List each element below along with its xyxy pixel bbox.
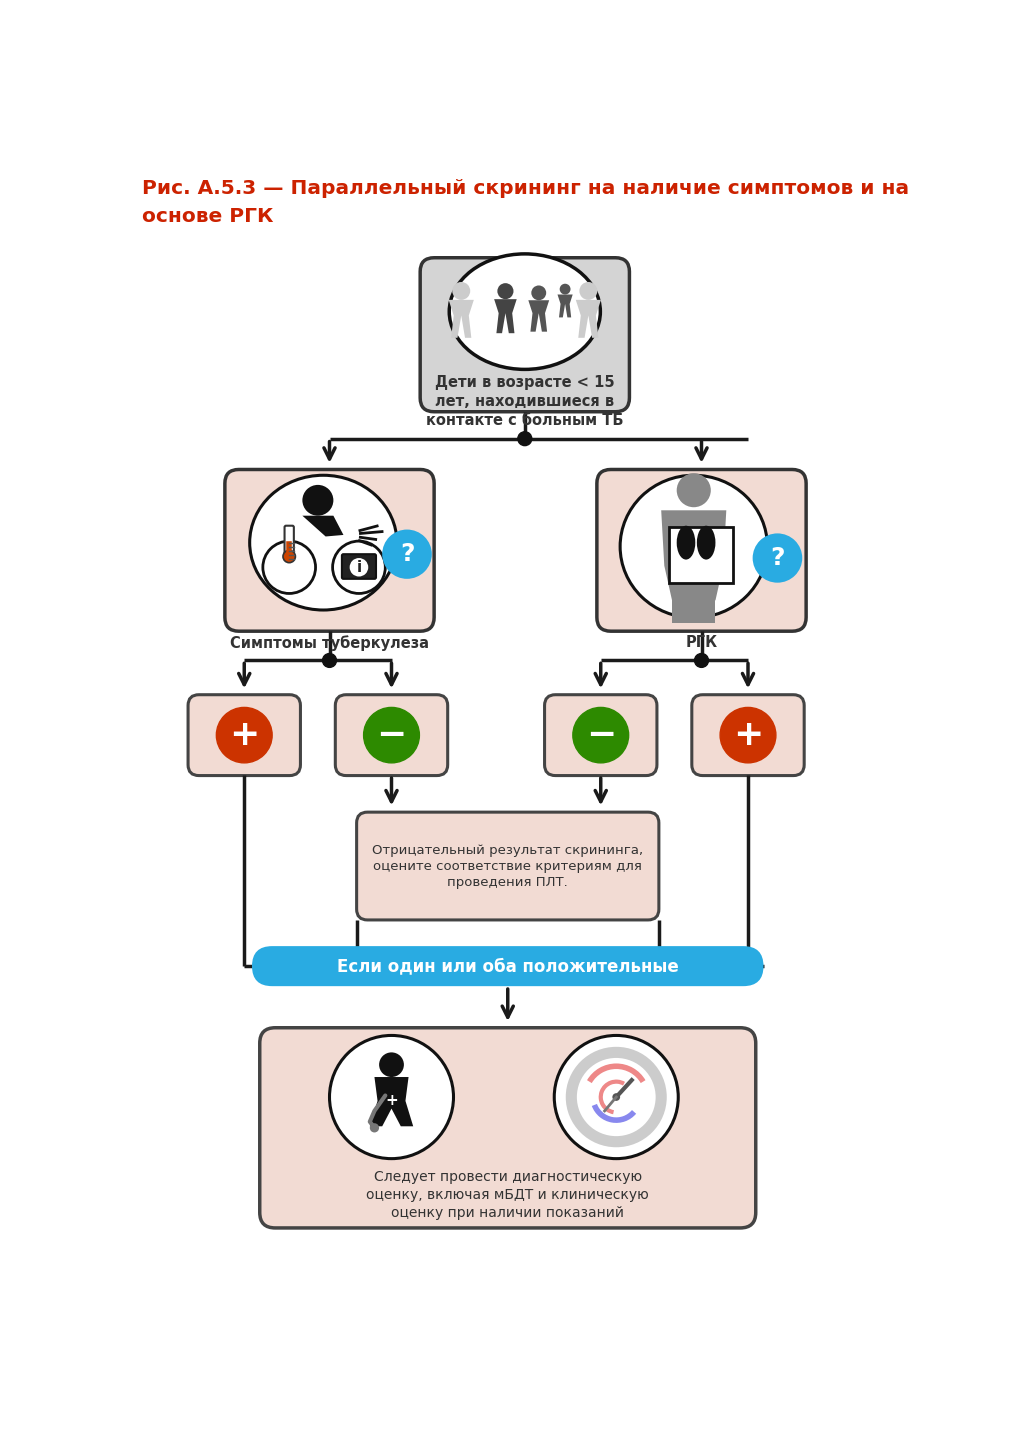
Ellipse shape — [263, 541, 315, 594]
Circle shape — [382, 529, 432, 578]
Ellipse shape — [720, 708, 776, 763]
Polygon shape — [528, 300, 549, 332]
Text: Дети в возрасте < 15
лет, находившиеся в
контакте с больным ТБ: Дети в возрасте < 15 лет, находившиеся в… — [426, 375, 624, 428]
Ellipse shape — [450, 254, 600, 369]
Circle shape — [283, 551, 295, 562]
Text: ?: ? — [399, 542, 415, 567]
Polygon shape — [370, 1077, 414, 1126]
FancyBboxPatch shape — [335, 695, 447, 776]
Circle shape — [330, 1035, 454, 1158]
Circle shape — [753, 534, 802, 583]
Circle shape — [498, 283, 513, 298]
Text: Рис. А.5.3 — Параллельный скрининг на наличие симптомов и на: Рис. А.5.3 — Параллельный скрининг на на… — [142, 179, 909, 198]
Ellipse shape — [250, 476, 397, 610]
Polygon shape — [693, 600, 716, 623]
FancyBboxPatch shape — [597, 470, 806, 632]
Ellipse shape — [333, 541, 385, 594]
Circle shape — [379, 1053, 403, 1077]
Circle shape — [612, 1093, 621, 1100]
FancyBboxPatch shape — [225, 470, 434, 632]
Ellipse shape — [697, 526, 716, 559]
Circle shape — [677, 473, 711, 508]
Text: +: + — [385, 1093, 398, 1109]
FancyBboxPatch shape — [669, 528, 732, 583]
Polygon shape — [302, 516, 343, 536]
Circle shape — [370, 1123, 379, 1132]
Text: +: + — [733, 718, 763, 753]
Text: РГК: РГК — [685, 634, 718, 650]
FancyBboxPatch shape — [545, 695, 657, 776]
Circle shape — [518, 431, 531, 446]
FancyBboxPatch shape — [420, 258, 630, 412]
Ellipse shape — [364, 708, 420, 763]
FancyBboxPatch shape — [356, 812, 658, 920]
Text: −: − — [586, 718, 615, 753]
Text: основе РГК: основе РГК — [142, 206, 273, 226]
Text: −: − — [377, 718, 407, 753]
Circle shape — [323, 653, 337, 668]
Polygon shape — [495, 298, 517, 333]
FancyBboxPatch shape — [342, 554, 376, 578]
Text: Отрицательный результат скрининга,
оцените соответствие критериям для
проведения: Отрицательный результат скрининга, оцени… — [372, 844, 643, 888]
FancyBboxPatch shape — [260, 1028, 756, 1229]
Polygon shape — [449, 300, 474, 337]
Circle shape — [694, 653, 709, 668]
Ellipse shape — [572, 708, 629, 763]
FancyBboxPatch shape — [692, 695, 804, 776]
Polygon shape — [575, 300, 601, 337]
Polygon shape — [557, 294, 572, 317]
Ellipse shape — [677, 526, 695, 559]
Ellipse shape — [621, 476, 767, 617]
Circle shape — [349, 558, 369, 577]
FancyBboxPatch shape — [285, 526, 294, 558]
Text: Симптомы туберкулеза: Симптомы туберкулеза — [230, 634, 429, 650]
FancyBboxPatch shape — [188, 695, 300, 776]
Circle shape — [560, 284, 570, 294]
Ellipse shape — [216, 708, 272, 763]
Polygon shape — [672, 600, 695, 623]
Circle shape — [302, 485, 334, 516]
Circle shape — [554, 1035, 678, 1158]
FancyBboxPatch shape — [252, 946, 764, 986]
Polygon shape — [662, 510, 726, 600]
Text: Если один или оба положительные: Если один или оба положительные — [337, 957, 679, 975]
Text: Следует провести диагностическую
оценку, включая мБДТ и клиническую
оценку при н: Следует провести диагностическую оценку,… — [367, 1171, 649, 1220]
Text: i: i — [356, 559, 361, 575]
Circle shape — [580, 283, 597, 300]
Circle shape — [453, 283, 470, 300]
Text: +: + — [229, 718, 259, 753]
Circle shape — [531, 286, 546, 300]
Text: ?: ? — [770, 547, 784, 570]
